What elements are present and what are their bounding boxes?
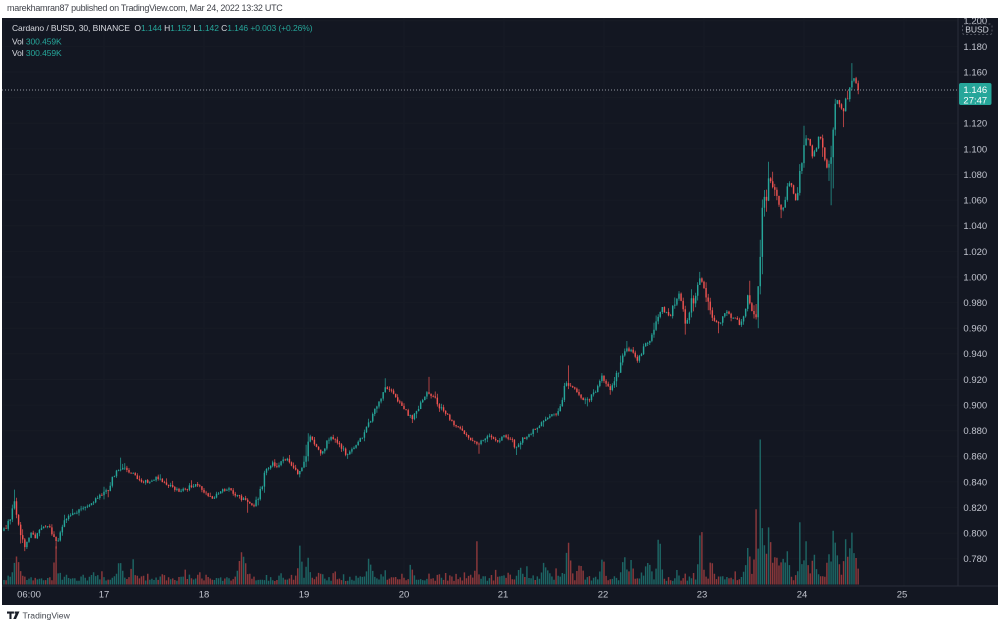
svg-text:0.900: 0.900 bbox=[963, 401, 987, 412]
svg-text:27:47: 27:47 bbox=[963, 96, 987, 107]
svg-text:23: 23 bbox=[697, 590, 708, 601]
svg-text:18: 18 bbox=[199, 590, 210, 601]
svg-text:0.880: 0.880 bbox=[963, 426, 987, 437]
svg-text:0.860: 0.860 bbox=[963, 452, 987, 463]
svg-text:1.146: 1.146 bbox=[963, 85, 987, 96]
svg-text:21: 21 bbox=[498, 590, 509, 601]
svg-text:1.200: 1.200 bbox=[963, 16, 987, 27]
svg-text:0.940: 0.940 bbox=[963, 349, 987, 360]
svg-text:0.800: 0.800 bbox=[963, 529, 987, 540]
svg-text:1.120: 1.120 bbox=[963, 119, 987, 130]
svg-text:22: 22 bbox=[598, 590, 609, 601]
svg-text:1.000: 1.000 bbox=[963, 272, 987, 283]
svg-text:TradingView: TradingView bbox=[23, 610, 71, 620]
svg-text:0.780: 0.780 bbox=[963, 554, 987, 565]
svg-text:Cardano / BUSD, 30, BINANCE O: Cardano / BUSD, 30, BINANCE O1.144 H1.15… bbox=[12, 23, 313, 33]
svg-text:0.980: 0.980 bbox=[963, 298, 987, 309]
svg-text:Vol 300.459K: Vol 300.459K bbox=[12, 37, 62, 47]
svg-text:19: 19 bbox=[299, 590, 310, 601]
svg-text:1.040: 1.040 bbox=[963, 221, 987, 232]
svg-text:0.920: 0.920 bbox=[963, 375, 987, 386]
svg-text:1.180: 1.180 bbox=[963, 42, 987, 53]
svg-text:25: 25 bbox=[897, 590, 908, 601]
svg-text:17: 17 bbox=[99, 590, 110, 601]
svg-text:BUSD: BUSD bbox=[965, 25, 989, 35]
svg-text:Vol 300.459K: Vol 300.459K bbox=[12, 48, 62, 58]
svg-text:0.820: 0.820 bbox=[963, 503, 987, 514]
svg-text:06:00: 06:00 bbox=[17, 590, 41, 601]
svg-text:0.840: 0.840 bbox=[963, 477, 987, 488]
svg-text:20: 20 bbox=[399, 590, 410, 601]
svg-text:1.020: 1.020 bbox=[963, 247, 987, 258]
svg-text:1.060: 1.060 bbox=[963, 196, 987, 207]
svg-text:1.100: 1.100 bbox=[963, 144, 987, 155]
svg-text:1.160: 1.160 bbox=[963, 67, 987, 78]
svg-text:24: 24 bbox=[797, 590, 808, 601]
svg-text:0.960: 0.960 bbox=[963, 324, 987, 335]
svg-text:1.080: 1.080 bbox=[963, 170, 987, 181]
